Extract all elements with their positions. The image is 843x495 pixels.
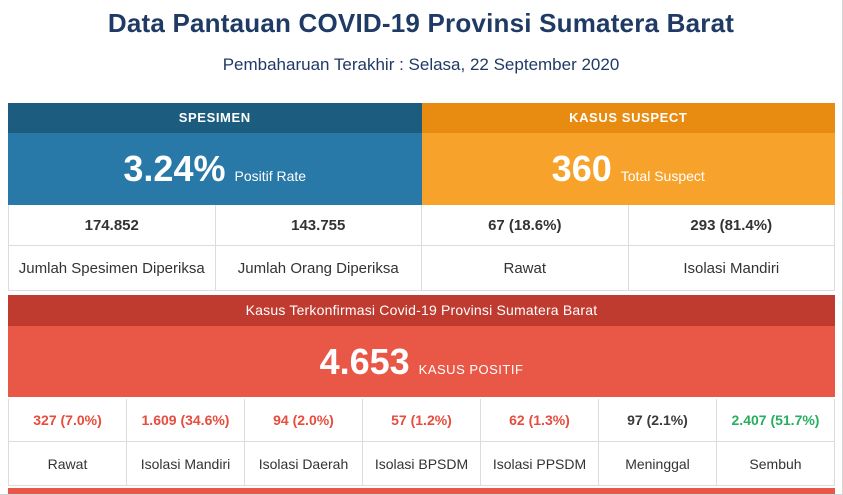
page-title: Data Pantauan COVID-19 Provinsi Sumatera…: [107, 8, 735, 38]
positif-rate-label: Positif Rate: [234, 168, 307, 184]
suspect-card-header: KASUS SUSPECT: [421, 103, 835, 133]
positif-rate-value: 3.24%: [123, 148, 226, 189]
stat-label-spesimen-diperiksa: Jumlah Spesimen Diperiksa: [9, 246, 216, 290]
spesimen-card-header: SPESIMEN: [8, 103, 422, 133]
top-labels-row: Jumlah Spesimen Diperiksa Jumlah Orang D…: [8, 246, 835, 291]
next-section-top-bar: [8, 488, 835, 494]
stat-label-isolasi-daerah: Isolasi Daerah: [245, 442, 363, 485]
confirmed-card: Kasus Terkonfirmasi Covid-19 Provinsi Su…: [8, 295, 835, 397]
suspect-card-body: 360 Total Suspect: [421, 133, 835, 205]
confirmed-card-body: 4.653 KASUS POSITIF: [8, 326, 835, 397]
stat-label-rawat: Rawat: [9, 442, 127, 485]
stat-label-orang-diperiksa: Jumlah Orang Diperiksa: [216, 246, 422, 290]
confirmed-card-header: Kasus Terkonfirmasi Covid-19 Provinsi Su…: [8, 295, 835, 326]
stats-board: SPESIMEN 3.24% Positif Rate KASUS SUSPECT…: [8, 103, 835, 494]
stat-label-isolasi-bpsdm: Isolasi BPSDM: [363, 442, 481, 485]
top-cards-section: SPESIMEN 3.24% Positif Rate KASUS SUSPECT…: [8, 103, 835, 205]
stat-label-isolasi-mandiri: Isolasi Mandiri: [127, 442, 245, 485]
spesimen-card-body: 3.24% Positif Rate: [8, 133, 422, 205]
total-suspect-label: Total Suspect: [620, 168, 705, 184]
last-updated-text: Pembaharuan Terakhir : Selasa, 22 Septem…: [222, 55, 620, 74]
confirmed-labels-row: Rawat Isolasi Mandiri Isolasi Daerah Iso…: [8, 442, 835, 486]
stat-value-rawat: 327 (7.0%): [9, 399, 127, 441]
stat-label-suspect-isolasi-mandiri: Isolasi Mandiri: [629, 246, 835, 290]
stat-value-orang-diperiksa: 143.755: [216, 205, 422, 245]
kasus-positif-value: 4.653: [319, 341, 410, 382]
stat-label-meninggal: Meninggal: [599, 442, 717, 485]
stat-label-suspect-rawat: Rawat: [422, 246, 629, 290]
stat-value-isolasi-bpsdm: 57 (1.2%): [363, 399, 481, 441]
stat-value-isolasi-daerah: 94 (2.0%): [245, 399, 363, 441]
stat-value-isolasi-ppsdm: 62 (1.3%): [481, 399, 599, 441]
stat-value-sembuh: 2.407 (51.7%): [717, 399, 835, 441]
stat-value-suspect-rawat: 67 (18.6%): [422, 205, 629, 245]
total-suspect-value: 360: [551, 148, 612, 189]
spesimen-card: SPESIMEN 3.24% Positif Rate: [8, 103, 422, 205]
suspect-card: KASUS SUSPECT 360 Total Suspect: [421, 103, 835, 205]
top-values-row: 174.852 143.755 67 (18.6%) 293 (81.4%): [8, 205, 835, 246]
stat-value-suspect-isolasi-mandiri: 293 (81.4%): [629, 205, 835, 245]
stat-label-isolasi-ppsdm: Isolasi PPSDM: [481, 442, 599, 485]
stat-value-isolasi-mandiri: 1.609 (34.6%): [127, 399, 245, 441]
stat-value-meninggal: 97 (2.1%): [599, 399, 717, 441]
stat-label-sembuh: Sembuh: [717, 442, 835, 485]
kasus-positif-label: KASUS POSITIF: [418, 362, 524, 377]
stat-value-spesimen-diperiksa: 174.852: [9, 205, 216, 245]
confirmed-values-row: 327 (7.0%) 1.609 (34.6%) 94 (2.0%) 57 (1…: [8, 399, 835, 442]
